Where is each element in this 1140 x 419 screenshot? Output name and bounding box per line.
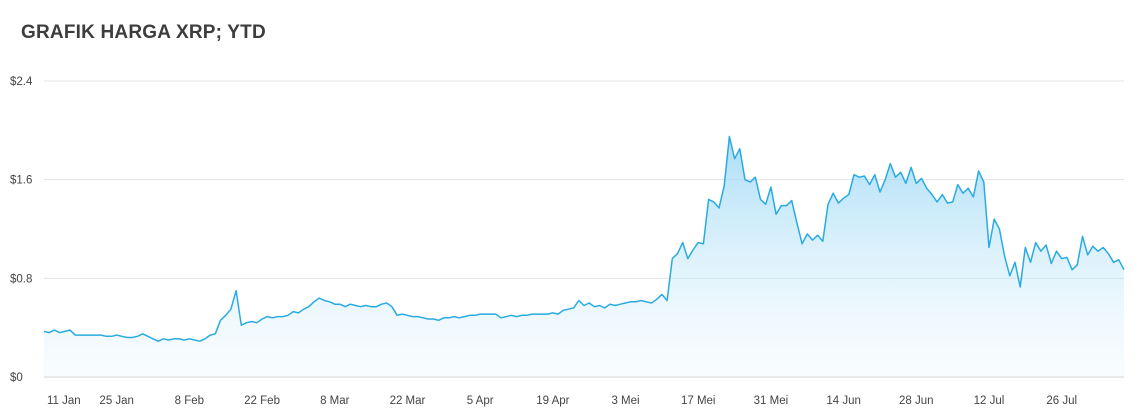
x-tick-label: 14 Jun — [826, 395, 861, 407]
y-tick-label: $0 — [10, 372, 23, 384]
x-tick-label: 22 Mar — [390, 395, 426, 407]
x-tick-label: 19 Apr — [536, 395, 569, 407]
y-tick-label: $1.6 — [10, 175, 32, 187]
price-area-fill — [44, 136, 1124, 377]
y-axis-labels: $0 $0.8 $1.6 $2.4 — [10, 76, 33, 384]
y-tick-label: $0.8 — [10, 273, 32, 285]
price-line — [43, 135, 1125, 342]
y-tick-label: $2.4 — [10, 76, 33, 88]
x-tick-label: 8 Feb — [175, 395, 204, 407]
x-tick-label: 3 Mei — [611, 395, 639, 407]
x-tick-label: 25 Jan — [99, 395, 134, 407]
x-tick-label: 11 Jan — [47, 395, 81, 407]
x-tick-label: 26 Jul — [1046, 395, 1077, 407]
x-axis-labels: 11 Jan 25 Jan 8 Feb 22 Feb 8 Mar 22 Mar 5 Apr 1… — [47, 395, 1077, 407]
x-tick-label: 5 Apr — [467, 395, 494, 407]
x-tick-label: 28 Jun — [899, 395, 934, 407]
chart-title: GRAFIK HARGA XRP; YTD — [21, 22, 266, 43]
x-tick-label: 17 Mei — [681, 395, 716, 407]
x-tick-label: 22 Feb — [244, 395, 280, 407]
x-tick-label: 12 Jul — [974, 395, 1005, 407]
x-tick-label: 31 Mei — [754, 395, 789, 407]
x-tick-label: 8 Mar — [320, 395, 350, 407]
